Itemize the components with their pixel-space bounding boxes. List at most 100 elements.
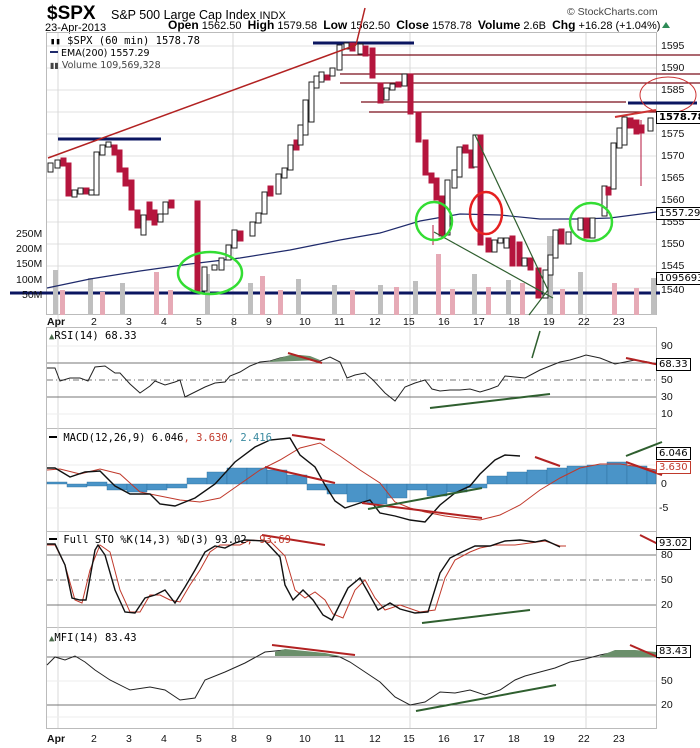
x-tick: 8	[231, 316, 237, 328]
macd-legend-main: MACD(12,26,9) 6.046	[63, 432, 184, 444]
x-tick: 18	[508, 733, 520, 745]
y-tick: 1540	[661, 284, 685, 296]
ema-legend: EMA(200) 1557.29	[50, 48, 150, 59]
sto-legend-d: , 93.69	[246, 534, 291, 546]
low-label: Low	[323, 18, 348, 32]
macd-legend: MACD(12,26,9) 6.046, 3.630, 2.416	[49, 432, 272, 444]
mfi-value-tag: 83.43	[656, 645, 691, 658]
x-tick: 16	[438, 316, 450, 328]
rsi-legend-text: RSI(14) 68.33	[54, 330, 137, 342]
y-tick: 30	[661, 391, 673, 403]
candlesticks	[47, 42, 654, 299]
volume-legend-text: Volume 109,569,328	[61, 60, 161, 71]
mfi-legend-text: MFI(14) 83.43	[54, 632, 137, 644]
volume-value-tag: 1095693	[656, 272, 700, 285]
x-tick: 15	[403, 733, 415, 745]
area-chart-icon: ▲	[49, 332, 55, 342]
high-value: 1579.58	[277, 20, 318, 32]
change-label: Chg	[552, 18, 576, 32]
x-tick: 2	[91, 733, 97, 745]
price-legend: ▮▮ $SPX (60 min) 1578.78	[50, 35, 200, 47]
y-tick: 80	[661, 549, 673, 561]
quote-date: 23-Apr-2013	[45, 22, 107, 34]
x-tick: 10	[299, 316, 311, 328]
ema-legend-text: EMA(200) 1557.29	[61, 48, 150, 59]
ema-value-tag: 1557.29	[656, 207, 700, 220]
quote-summary: Open 1562.50 High 1579.58 Low 1562.50 Cl…	[168, 18, 671, 32]
x-tick: 23	[613, 733, 625, 745]
macd-legend-hist: , 2.416	[227, 432, 272, 444]
rsi-line	[47, 354, 657, 402]
copyright: © StockCharts.com	[567, 6, 658, 18]
x-tick: 3	[126, 733, 132, 745]
open-label: Open	[168, 18, 199, 32]
sto-value-tag: 93.02	[656, 537, 691, 550]
x-tick: 11	[334, 316, 345, 328]
x-tick: 19	[543, 733, 555, 745]
rsi-legend: ▲RSI(14) 68.33	[49, 330, 137, 342]
price-legend-text: $SPX (60 min) 1578.78	[67, 35, 200, 47]
y-tick: 1560	[661, 194, 685, 206]
x-tick: 5	[196, 316, 202, 328]
x-tick: Apr	[47, 733, 66, 745]
x-tick: 3	[126, 316, 132, 328]
mfi-legend: ▲MFI(14) 83.43	[49, 632, 137, 644]
macd-legend-signal: , 3.630	[183, 432, 228, 444]
close-label: Close	[396, 18, 429, 32]
sto-d-line	[47, 539, 566, 619]
macd-value-tag: 6.046	[656, 447, 691, 460]
line-swatch-icon	[50, 51, 58, 53]
x-tick: 17	[473, 316, 485, 328]
macd-histogram	[46, 461, 657, 505]
x-tick: 4	[161, 733, 167, 745]
volume-tick: 200M	[16, 243, 43, 255]
up-arrow-icon	[662, 22, 671, 28]
x-tick: 5	[196, 733, 202, 745]
y-tick: 50	[661, 574, 673, 586]
y-tick: 1570	[661, 150, 685, 162]
y-tick: 1595	[661, 40, 685, 52]
last-price-tag: 1578.78	[656, 111, 700, 124]
x-tick: 15	[403, 316, 415, 328]
volume-tick: 150M	[16, 258, 43, 270]
x-tick: 23	[613, 316, 625, 328]
x-tick: 8	[231, 733, 237, 745]
ticker-symbol: $SPX	[47, 3, 96, 24]
y-tick: 20	[661, 699, 673, 711]
line-swatch-icon	[49, 436, 57, 438]
macd-line	[47, 437, 521, 523]
y-tick: 1590	[661, 62, 685, 74]
volume-bars	[53, 236, 656, 315]
y-tick: 1585	[661, 84, 685, 96]
y-tick: 90	[661, 340, 673, 352]
x-tick: 4	[161, 316, 167, 328]
high-label: High	[247, 18, 275, 32]
price-panel-frame	[46, 32, 657, 315]
x-tick: 12	[369, 316, 381, 328]
x-tick: 10	[299, 733, 311, 745]
x-tick: 17	[473, 733, 485, 745]
volume-tick: 50M	[22, 289, 43, 301]
rsi-value-tag: 68.33	[656, 358, 691, 371]
x-tick: 9	[266, 316, 272, 328]
x-tick: 9	[266, 733, 272, 745]
exchange-label: INDX	[259, 10, 286, 22]
x-tick: 16	[438, 733, 450, 745]
x-tick: 18	[508, 316, 520, 328]
y-tick: 0	[661, 478, 667, 490]
y-tick: 1575	[661, 128, 685, 140]
area-chart-icon: ▲	[49, 634, 55, 644]
y-tick: 1550	[661, 238, 685, 250]
y-tick: 20	[661, 599, 673, 611]
y-tick: 1565	[661, 172, 685, 184]
volume-bars-icon: ▮▮	[50, 61, 59, 70]
y-tick: 50	[661, 675, 673, 687]
x-tick: Apr	[47, 316, 66, 328]
x-tick: 12	[369, 733, 381, 745]
change-value: +16.28 (+1.04%)	[578, 20, 661, 32]
volume-label: Volume	[477, 18, 521, 32]
volume-value: 2.6B	[523, 20, 546, 32]
y-tick: 10	[661, 408, 673, 420]
volume-tick: 250M	[16, 228, 43, 240]
